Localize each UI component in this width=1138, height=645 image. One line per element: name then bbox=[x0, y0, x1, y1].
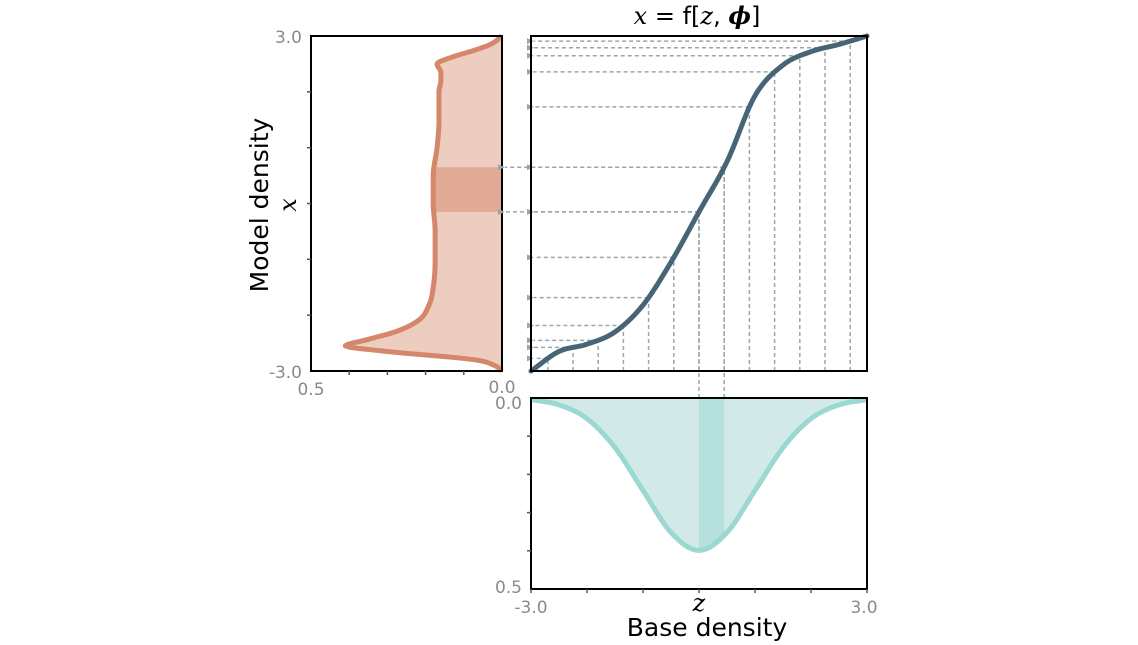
mapping-function-curve bbox=[528, 33, 870, 374]
base-density-panel: 0.0 0.5 -3.0 3.0 z Base density bbox=[495, 394, 878, 642]
model-density-x-tick-left: 0.5 bbox=[297, 380, 324, 400]
base-density-y-tick-top: 0.0 bbox=[495, 394, 522, 414]
model-density-y-tick-top: 3.0 bbox=[275, 28, 302, 48]
figure-title: x = f[z, ϕ] bbox=[634, 1, 761, 30]
title-comma: , bbox=[713, 2, 728, 30]
title-equals: = bbox=[647, 2, 682, 30]
title-arg-phi: ϕ bbox=[728, 1, 751, 30]
base-density-x-ticks bbox=[530, 589, 868, 593]
base-density-curve bbox=[530, 397, 868, 553]
base-density-highlight-band bbox=[699, 398, 725, 551]
model-density-panel: 3.0 -3.0 0.5 0.0 Model density x bbox=[245, 28, 516, 400]
base-density-x-tick-right: 3.0 bbox=[850, 598, 877, 618]
mapping-function-frame bbox=[530, 35, 868, 372]
mapping-function-panel bbox=[498, 33, 870, 398]
mapping-guide-lines bbox=[498, 38, 851, 398]
base-density-x-axis-variable: z bbox=[692, 589, 706, 617]
base-density-x-tick-left: -3.0 bbox=[514, 598, 547, 618]
model-density-y-ticks bbox=[307, 91, 311, 316]
model-density-y-axis-title: Model density bbox=[245, 117, 274, 292]
base-density-y-tick-bottom: 0.5 bbox=[495, 578, 522, 598]
model-density-area bbox=[345, 36, 502, 371]
model-density-x-ticks bbox=[348, 371, 465, 375]
model-density-curve bbox=[342, 34, 504, 373]
base-density-x-axis-title: Base density bbox=[627, 613, 788, 642]
model-density-highlight-band bbox=[433, 167, 502, 212]
title-open-bracket: [ bbox=[691, 2, 700, 30]
title-close-bracket: ] bbox=[751, 2, 760, 30]
title-lhs: x bbox=[634, 2, 648, 30]
title-function: f bbox=[683, 2, 692, 30]
model-density-y-axis-variable: x bbox=[274, 198, 302, 212]
title-arg-z: z bbox=[699, 2, 713, 30]
model-density-x-tick-right: 0.0 bbox=[488, 378, 515, 398]
model-density-y-tick-bottom: -3.0 bbox=[269, 363, 302, 383]
base-density-y-ticks bbox=[527, 435, 531, 552]
